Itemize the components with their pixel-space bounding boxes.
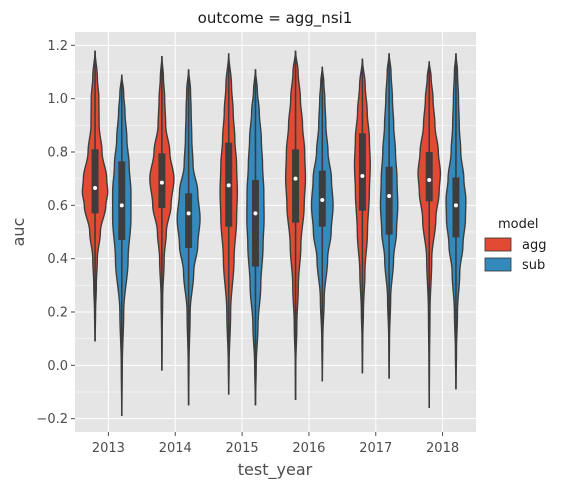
violin-iqr-box [425,152,433,202]
violin-iqr-box [251,180,259,267]
violin-iqr-box [91,149,99,214]
violin-median [320,198,325,202]
violins [81,50,467,417]
y-axis-label: auc [9,218,28,247]
violin-median [93,186,98,190]
x-axis-ticks: 2013 2014 2015 2016 2017 2018 [92,432,459,456]
violin-median [159,180,164,185]
y-tick-label: −0.2 [36,412,68,427]
x-tick-label: 2016 [292,441,325,456]
x-tick-label: 2015 [226,441,259,456]
gridlines [75,32,476,432]
violin-median [226,183,231,188]
x-tick-label: 2014 [159,441,192,456]
legend-swatch-sub [484,257,512,272]
x-tick-label: 2018 [426,441,459,456]
violin-agg-2018 [417,61,442,409]
x-axis-label: test_year [238,460,313,480]
violin-sub-2017 [379,53,399,379]
legend-label-agg: agg [522,238,546,253]
violin-iqr-box [185,193,193,248]
violin-iqr-box [385,166,393,235]
legend-swatch-agg [484,237,512,252]
violin-iqr-box [358,133,366,211]
violin-agg-2015 [219,53,239,395]
violin-median [453,203,458,208]
violin-agg-2014 [149,55,175,371]
y-axis-ticks: −0.2 0.0 0.2 0.4 0.6 0.8 1.0 1.2 [36,39,75,427]
y-tick-label: 0.8 [47,146,68,161]
x-tick-label: 2013 [92,441,125,456]
violin-median [186,211,191,216]
y-tick-label: 1.0 [47,92,68,107]
legend-title: model [498,217,538,232]
y-tick-label: 0.6 [47,199,68,214]
violin-iqr-box [292,149,300,223]
y-tick-label: 1.2 [47,39,68,54]
violin-agg-2013 [81,50,109,342]
violin-sub-2018 [445,53,467,390]
violin-iqr-box [118,161,126,240]
violin-sub-2015 [246,69,265,406]
violin-median [253,211,258,216]
y-tick-label: 0.4 [47,252,68,267]
violin-median [387,194,392,198]
violin-iqr-box [158,153,166,208]
violin-sub-2013 [111,74,132,417]
x-tick-label: 2017 [359,441,392,456]
violin-sub-2016 [310,66,334,382]
chart-title: outcome = agg_nsi1 [198,9,353,28]
legend-label-sub: sub [522,258,545,273]
violin-median [360,174,365,178]
violin-median [427,178,432,182]
y-tick-label: 0.0 [47,359,68,374]
violin-agg-2017 [353,58,371,374]
legend: model agg sub [484,217,546,273]
violin-median [119,203,124,208]
violin-sub-2014 [176,69,201,406]
violin-agg-2016 [284,50,307,401]
violin-median [293,176,298,181]
y-tick-label: 0.2 [47,306,68,321]
